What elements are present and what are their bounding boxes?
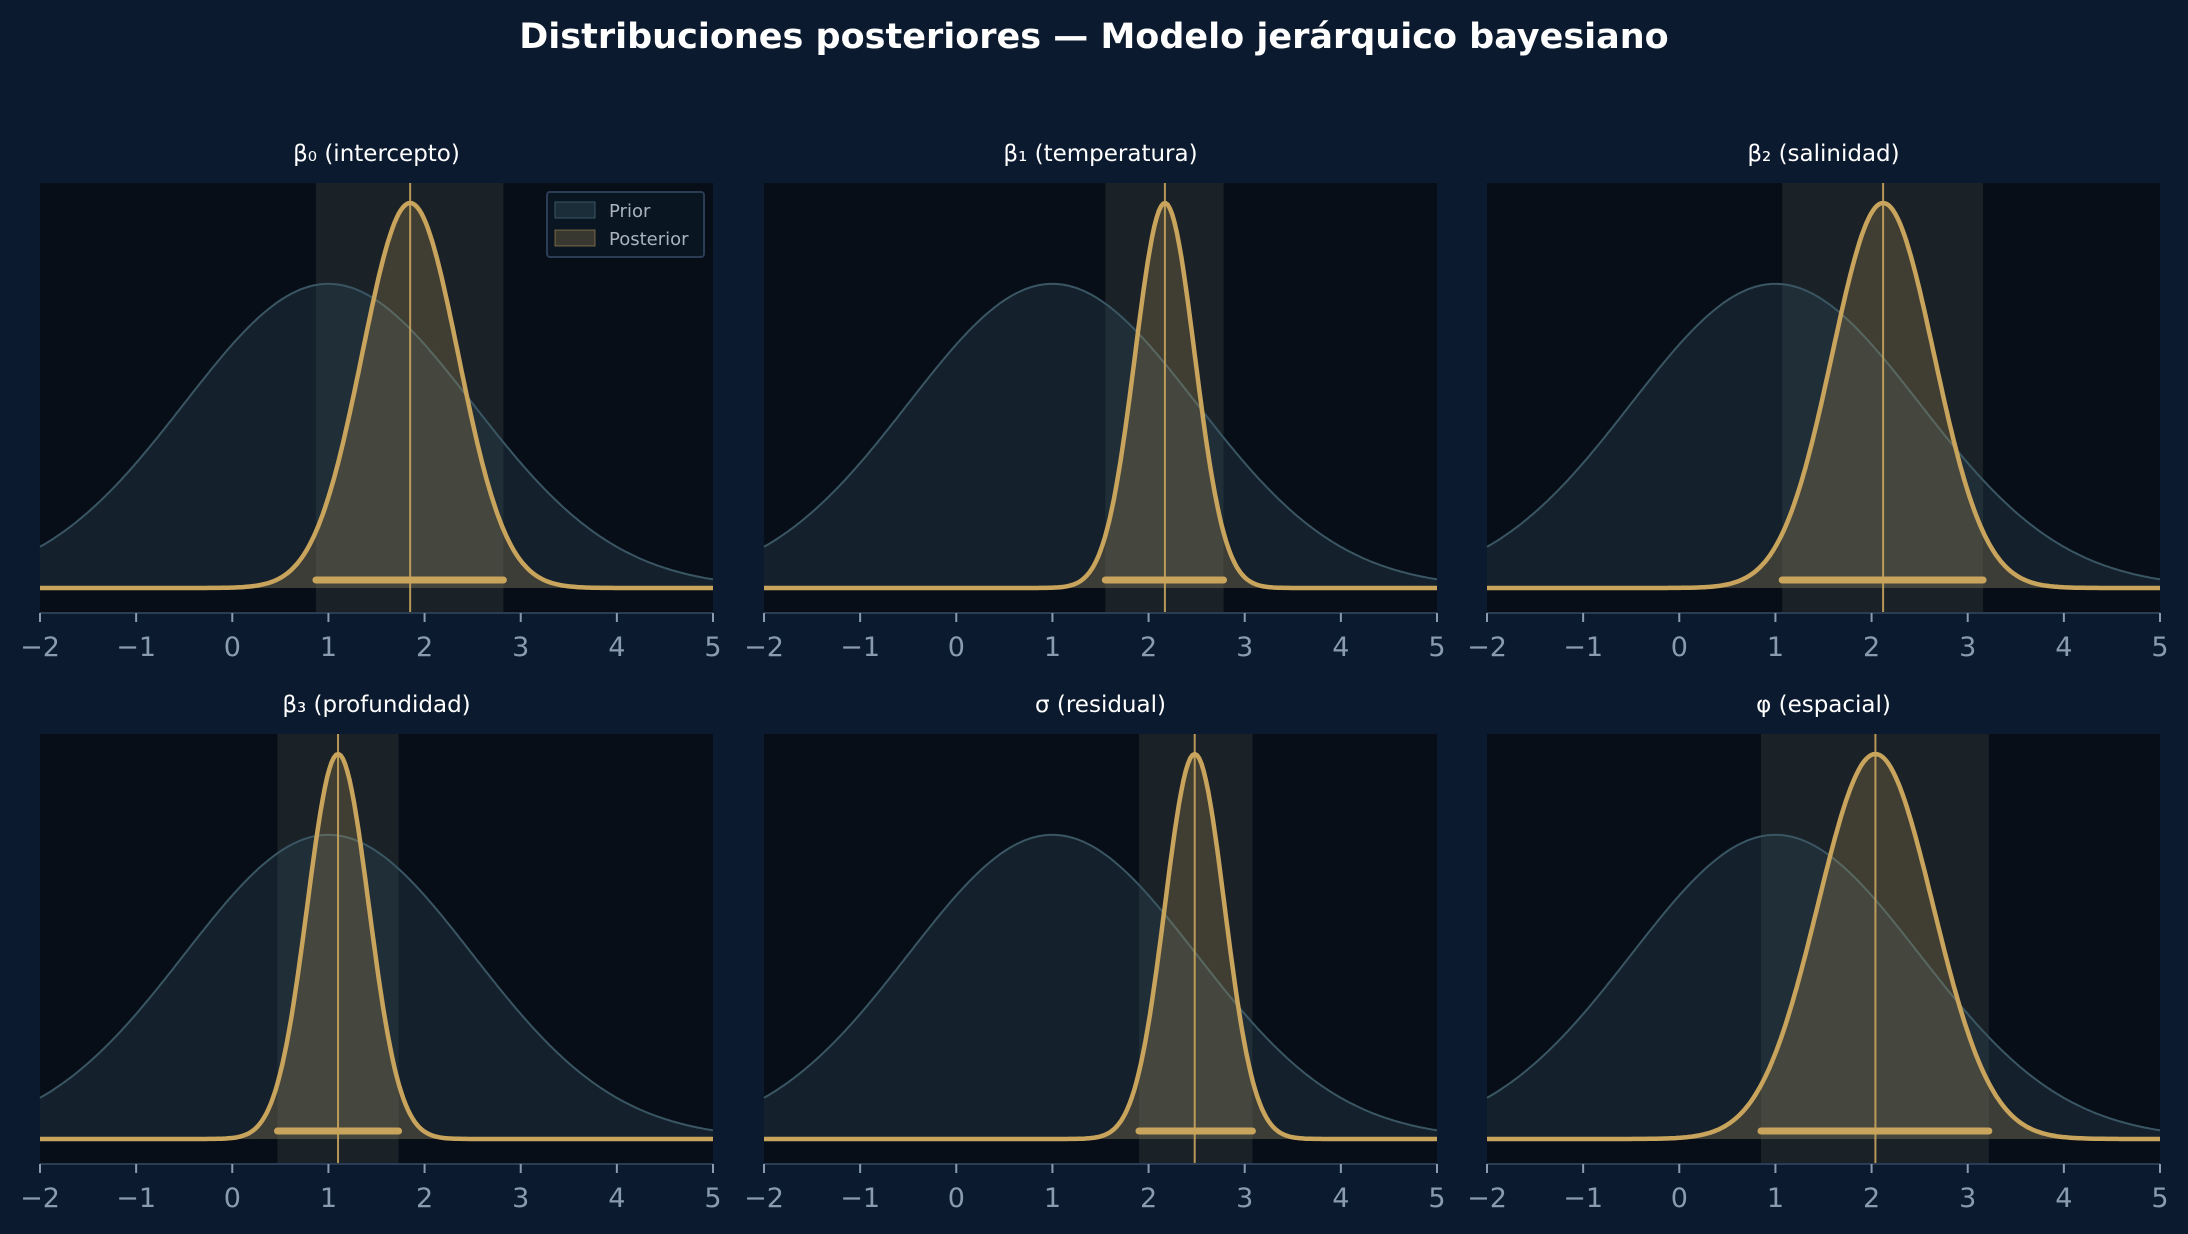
prior-line <box>39 282 714 581</box>
x-tick-label: 0 <box>948 1183 965 1214</box>
posterior-line <box>1486 200 2161 591</box>
posterior-line <box>1486 751 2161 1142</box>
posterior-line <box>763 751 1438 1142</box>
prior-area <box>1487 834 2160 1139</box>
subplot-2: −2 −1 0 1 2 3 4 5 β₂ (salinidad) <box>1467 141 2169 663</box>
x-tick-label: −1 <box>840 1183 880 1214</box>
x-tick-label: 3 <box>1959 1183 1976 1214</box>
x-tick-label: 4 <box>1332 632 1349 663</box>
x-tick-label: 3 <box>512 1183 529 1214</box>
x-tick-label: 4 <box>2055 1183 2072 1214</box>
prior-area <box>40 283 713 588</box>
subplot-title: σ (residual) <box>1035 692 1166 718</box>
x-tick-label: 0 <box>1671 632 1688 663</box>
x-tick-label: 5 <box>2151 1183 2168 1214</box>
posterior-area <box>1487 754 2160 1139</box>
x-tick-label: 2 <box>416 632 433 663</box>
legend: Prior Posterior <box>546 191 705 258</box>
legend-swatch-posterior <box>554 229 596 247</box>
prior-area <box>764 834 1437 1139</box>
x-tick-label: 3 <box>1236 1183 1253 1214</box>
posterior-line <box>39 751 714 1142</box>
panel-background <box>764 183 1437 613</box>
legend-label-posterior: Posterior <box>609 229 689 250</box>
panels: −2 −1 0 1 2 3 4 5β₀ (intercepto)PriorPosterior−… <box>20 141 2169 1214</box>
x-tick-label: −1 <box>116 1183 156 1214</box>
x-tick-label: 1 <box>1044 632 1061 663</box>
prior-line <box>39 833 714 1132</box>
x-tick-label: 1 <box>320 632 337 663</box>
x-tick-label: 4 <box>608 632 625 663</box>
x-tick-label: 3 <box>1236 632 1253 663</box>
x-tick-label: 5 <box>704 1183 721 1214</box>
prior-area <box>1487 283 2160 588</box>
subplot-title: β₃ (profundidad) <box>282 692 470 718</box>
subplot-title: β₀ (intercepto) <box>293 141 460 167</box>
x-tick-label: 5 <box>1428 632 1445 663</box>
subplot-title: φ (espacial) <box>1756 692 1891 718</box>
x-tick-label: 4 <box>1332 1183 1349 1214</box>
figure-title: Distribuciones posteriores — Modelo jerá… <box>519 17 1668 57</box>
x-tick-label: 3 <box>512 632 529 663</box>
x-tick-label: −2 <box>1467 1183 1507 1214</box>
x-tick-label: 2 <box>1863 1183 1880 1214</box>
legend-label-prior: Prior <box>609 201 651 222</box>
x-tick-label: 0 <box>948 632 965 663</box>
x-tick-label: 2 <box>1140 632 1157 663</box>
subplot-title: β₁ (temperatura) <box>1003 141 1197 167</box>
subplot-5: −2 −1 0 1 2 3 4 5 φ (espacial) <box>1467 692 2169 1214</box>
subplot-0: −2 −1 0 1 2 3 4 5 β₀ (intercepto) Prior Posterior <box>20 141 722 663</box>
posterior-area <box>40 203 713 588</box>
x-tick-label: −1 <box>1563 632 1603 663</box>
x-tick-label: 0 <box>224 632 241 663</box>
x-tick-label: 1 <box>1044 1183 1061 1214</box>
x-tick-label: −2 <box>1467 632 1507 663</box>
x-tick-label: 2 <box>416 1183 433 1214</box>
subplot-3: −2 −1 0 1 2 3 4 5 β₃ (profundidad) <box>20 692 722 1214</box>
x-tick-label: −1 <box>1563 1183 1603 1214</box>
x-tick-label: −2 <box>20 632 60 663</box>
x-tick-label: −1 <box>116 632 156 663</box>
subplot-4: −2 −1 0 1 2 3 4 5 σ (residual) <box>744 692 1446 1214</box>
panel-background <box>764 734 1437 1164</box>
x-tick-label: 1 <box>1767 1183 1784 1214</box>
prior-line <box>1486 282 2161 581</box>
x-tick-label: 5 <box>704 632 721 663</box>
x-tick-label: 5 <box>2151 632 2168 663</box>
x-tick-label: −2 <box>744 1183 784 1214</box>
prior-area <box>40 834 713 1139</box>
prior-line <box>1486 833 2161 1132</box>
x-tick-label: 4 <box>2055 632 2072 663</box>
prior-area <box>764 283 1437 588</box>
x-tick-label: 0 <box>224 1183 241 1214</box>
posterior-line <box>763 200 1438 591</box>
x-tick-label: 5 <box>1428 1183 1445 1214</box>
x-tick-label: 3 <box>1959 632 1976 663</box>
x-tick-label: 1 <box>1767 632 1784 663</box>
x-tick-label: 2 <box>1863 632 1880 663</box>
x-tick-label: 4 <box>608 1183 625 1214</box>
prior-line <box>763 282 1438 581</box>
posterior-area <box>40 754 713 1139</box>
x-tick-label: −2 <box>20 1183 60 1214</box>
legend-swatch-prior <box>554 201 596 219</box>
subplot-1: −2 −1 0 1 2 3 4 5 β₁ (temperatura) <box>744 141 1446 663</box>
x-tick-label: −1 <box>840 632 880 663</box>
posterior-line <box>39 200 714 591</box>
x-tick-label: −2 <box>744 632 784 663</box>
x-tick-label: 2 <box>1140 1183 1157 1214</box>
prior-line <box>763 833 1438 1132</box>
subplot-title: β₂ (salinidad) <box>1747 141 1899 167</box>
x-tick-label: 0 <box>1671 1183 1688 1214</box>
x-tick-label: 1 <box>320 1183 337 1214</box>
